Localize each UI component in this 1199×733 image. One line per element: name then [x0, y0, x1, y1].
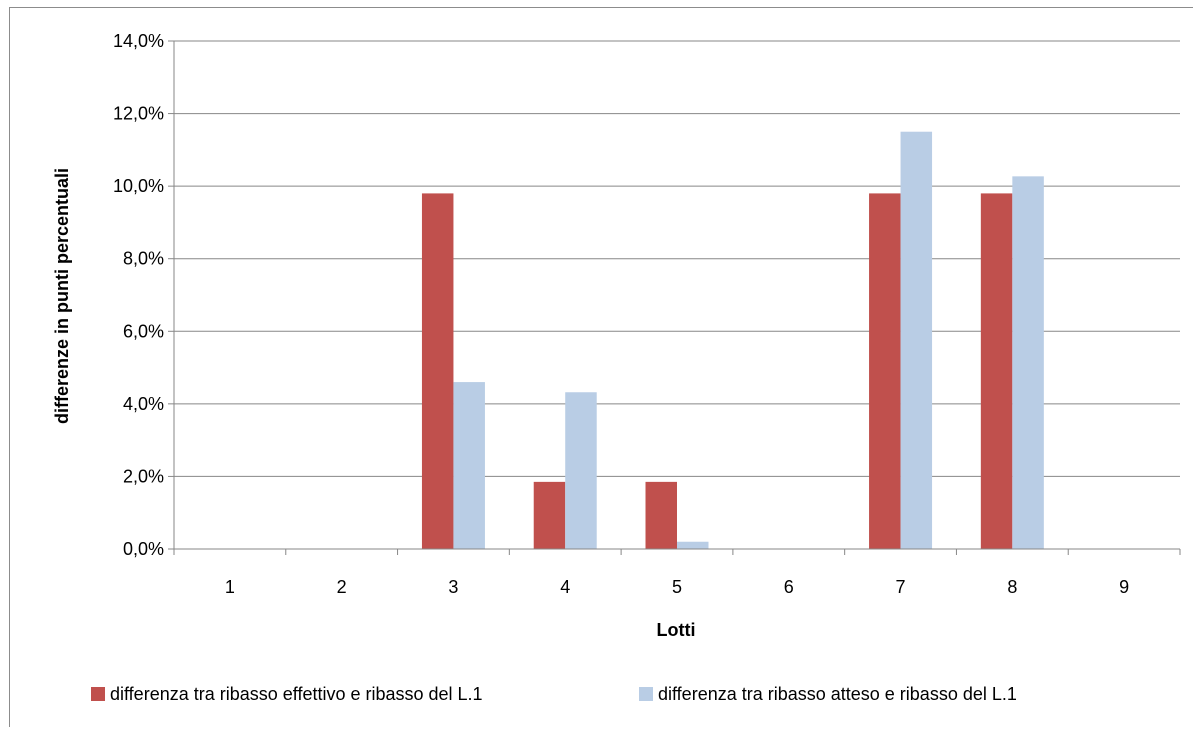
x-tick-label: 1 — [225, 577, 235, 597]
x-tick-label: 6 — [784, 577, 794, 597]
y-tick-label: 8,0% — [123, 249, 164, 269]
x-axis-title: Lotti — [657, 620, 696, 640]
y-tick-label: 6,0% — [123, 321, 164, 341]
bar-series-1-lotto-8 — [980, 193, 1013, 549]
bar-series-1-lotto-5 — [645, 481, 677, 549]
legend-swatch-1 — [91, 687, 105, 701]
bar-series-1-lotto-3 — [421, 193, 454, 549]
y-tick-label: 0,0% — [123, 539, 164, 559]
axes: 0,0% 2,0% 4,0% 6,0% 8,0% 10,0% 12,0% 14,0% 1 2 3 4 5… — [113, 31, 1181, 597]
bar-series-2-lotto-7 — [900, 131, 933, 549]
x-tick-label: 2 — [337, 577, 347, 597]
x-tick-label: 7 — [896, 577, 906, 597]
x-tick-label: 9 — [1119, 577, 1129, 597]
legend: differenza tra ribasso effettivo e ribas… — [91, 684, 1017, 704]
bar-series-2-lotto-4 — [565, 392, 597, 549]
y-axis-title: differenze in punti percentuali — [52, 168, 72, 424]
legend-label-1: differenza tra ribasso effettivo e ribas… — [110, 684, 483, 704]
bar-series-1-lotto-4 — [533, 481, 566, 549]
bar-series-2-lotto-8 — [1012, 176, 1044, 550]
bar-series-1-lotto-7 — [869, 193, 901, 549]
legend-swatch-2 — [639, 687, 653, 701]
legend-label-2: differenza tra ribasso atteso e ribasso … — [658, 684, 1017, 704]
x-tick-label: 4 — [560, 577, 570, 597]
y-tick-label: 10,0% — [113, 176, 164, 196]
bars — [421, 131, 1044, 550]
bar-series-2-lotto-3 — [453, 382, 485, 549]
chart-frame — [9, 7, 1193, 727]
y-tick-label: 12,0% — [113, 104, 164, 124]
x-tick-label: 5 — [672, 577, 682, 597]
x-tick-label: 8 — [1007, 577, 1017, 597]
y-tick-label: 14,0% — [113, 31, 164, 51]
bar-series-2-lotto-5 — [677, 541, 709, 549]
y-tick-label: 2,0% — [123, 466, 164, 486]
x-tick-label: 3 — [448, 577, 458, 597]
y-tick-label: 4,0% — [123, 394, 164, 414]
